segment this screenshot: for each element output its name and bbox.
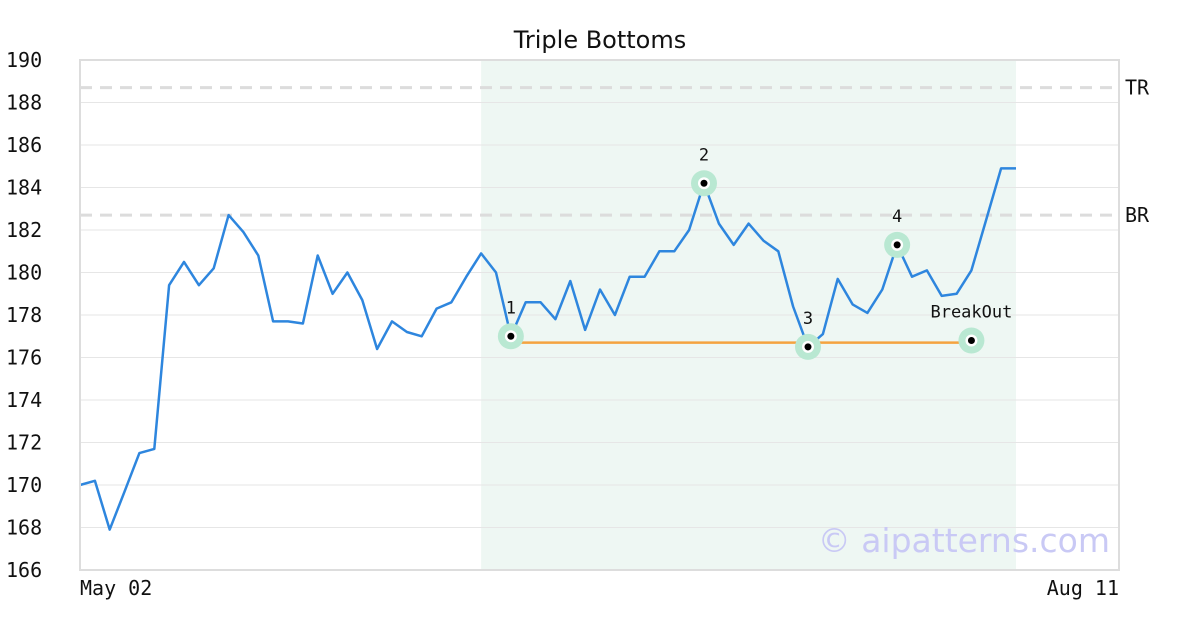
pattern-point-1: 1 (497, 298, 524, 350)
pattern-point-breakout: BreakOut (930, 303, 1012, 354)
point-label: 3 (803, 309, 813, 329)
level-label-br: BR (1125, 203, 1150, 227)
point-dot (804, 343, 812, 351)
y-tick-label: 188 (6, 91, 42, 115)
point-label: 1 (506, 298, 516, 318)
y-tick-label: 190 (6, 48, 42, 72)
pattern-point-3: 3 (795, 309, 821, 360)
y-tick-label: 166 (6, 558, 42, 582)
point-label: 2 (699, 145, 709, 165)
y-tick-label: 174 (6, 388, 42, 412)
y-tick-label: 172 (6, 431, 42, 455)
pattern-point-4: 4 (884, 207, 911, 258)
x-axis: May 02 Aug 11 (80, 576, 1119, 600)
point-label: BreakOut (930, 303, 1012, 323)
y-tick-label: 186 (6, 133, 42, 157)
point-dot (893, 241, 901, 249)
point-dot (700, 179, 708, 187)
level-lines: TR BR (80, 76, 1150, 227)
y-tick-label: 170 (6, 473, 42, 497)
y-tick-label: 176 (6, 346, 42, 370)
watermark: © aipatterns.com (818, 521, 1110, 560)
y-axis: 166 168 170 172 174 176 178 180 182 184 186 188 190 (6, 48, 42, 582)
point-dot (507, 332, 515, 340)
x-tick-label: Aug 11 (1047, 576, 1119, 600)
y-tick-label: 168 (6, 516, 42, 540)
pattern-points: 1 2 3 4 BreakOut (497, 145, 1012, 360)
chart-title: Triple Bottoms (513, 26, 687, 54)
x-tick-label: May 02 (80, 576, 152, 600)
y-tick-label: 182 (6, 218, 42, 242)
point-label: 4 (892, 207, 902, 227)
y-tick-label: 180 (6, 261, 42, 285)
gridlines (80, 59, 1119, 571)
pattern-point-2: 2 (691, 145, 717, 197)
point-dot (967, 337, 975, 344)
level-label-tr: TR (1125, 76, 1150, 100)
y-tick-label: 184 (6, 176, 42, 200)
y-tick-label: 178 (6, 303, 42, 327)
price-line (79, 167, 1016, 531)
plot-frame (79, 59, 1120, 571)
